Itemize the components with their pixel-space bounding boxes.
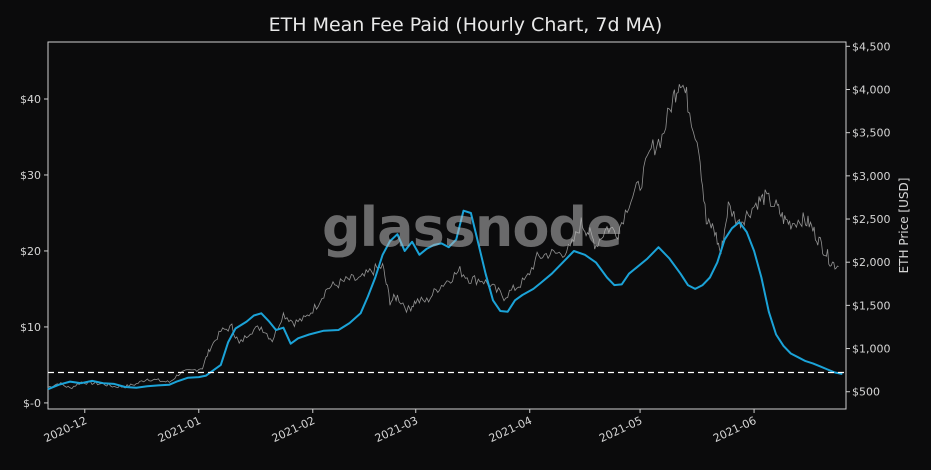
x-axis-tick-label: 2021-05 xyxy=(597,414,644,445)
x-axis-tick-label: 2021-04 xyxy=(487,414,534,445)
eth-price-line xyxy=(47,84,839,390)
right-axis-tick-label: $3,500 xyxy=(852,127,891,140)
right-axis-tick-label: $1,000 xyxy=(852,343,891,356)
left-axis-tick-label: $40 xyxy=(20,93,41,106)
x-axis-tick-label: 2021-02 xyxy=(270,414,317,445)
right-axis-tick-label: $3,000 xyxy=(852,170,891,183)
right-axis-tick-label: $2,000 xyxy=(852,256,891,269)
right-axis-tick-label: $4,500 xyxy=(852,40,891,53)
x-axis-tick-label: 2020-12 xyxy=(42,414,89,445)
left-axis-tick-label: $-0 xyxy=(23,397,41,410)
right-axis-title: ETH Price [USD] xyxy=(897,178,911,274)
left-axis-tick-label: $20 xyxy=(20,245,41,258)
x-axis-tick-label: 2021-01 xyxy=(156,414,203,445)
right-axis-tick-label: $2,500 xyxy=(852,213,891,226)
mean-fee-line xyxy=(47,209,843,391)
chart-title: ETH Mean Fee Paid (Hourly Chart, 7d MA) xyxy=(268,14,663,36)
left-axis-tick-label: $30 xyxy=(20,169,41,182)
right-axis-tick-label: $4,000 xyxy=(852,83,891,96)
right-axis-tick-label: $500 xyxy=(852,386,880,399)
plot-area-border xyxy=(47,41,847,410)
x-axis-tick-label: 2021-03 xyxy=(373,414,420,445)
left-axis-tick-label: $10 xyxy=(20,321,41,334)
right-axis-tick-label: $1,500 xyxy=(852,299,891,312)
x-axis-tick-label: 2021-06 xyxy=(711,414,758,445)
